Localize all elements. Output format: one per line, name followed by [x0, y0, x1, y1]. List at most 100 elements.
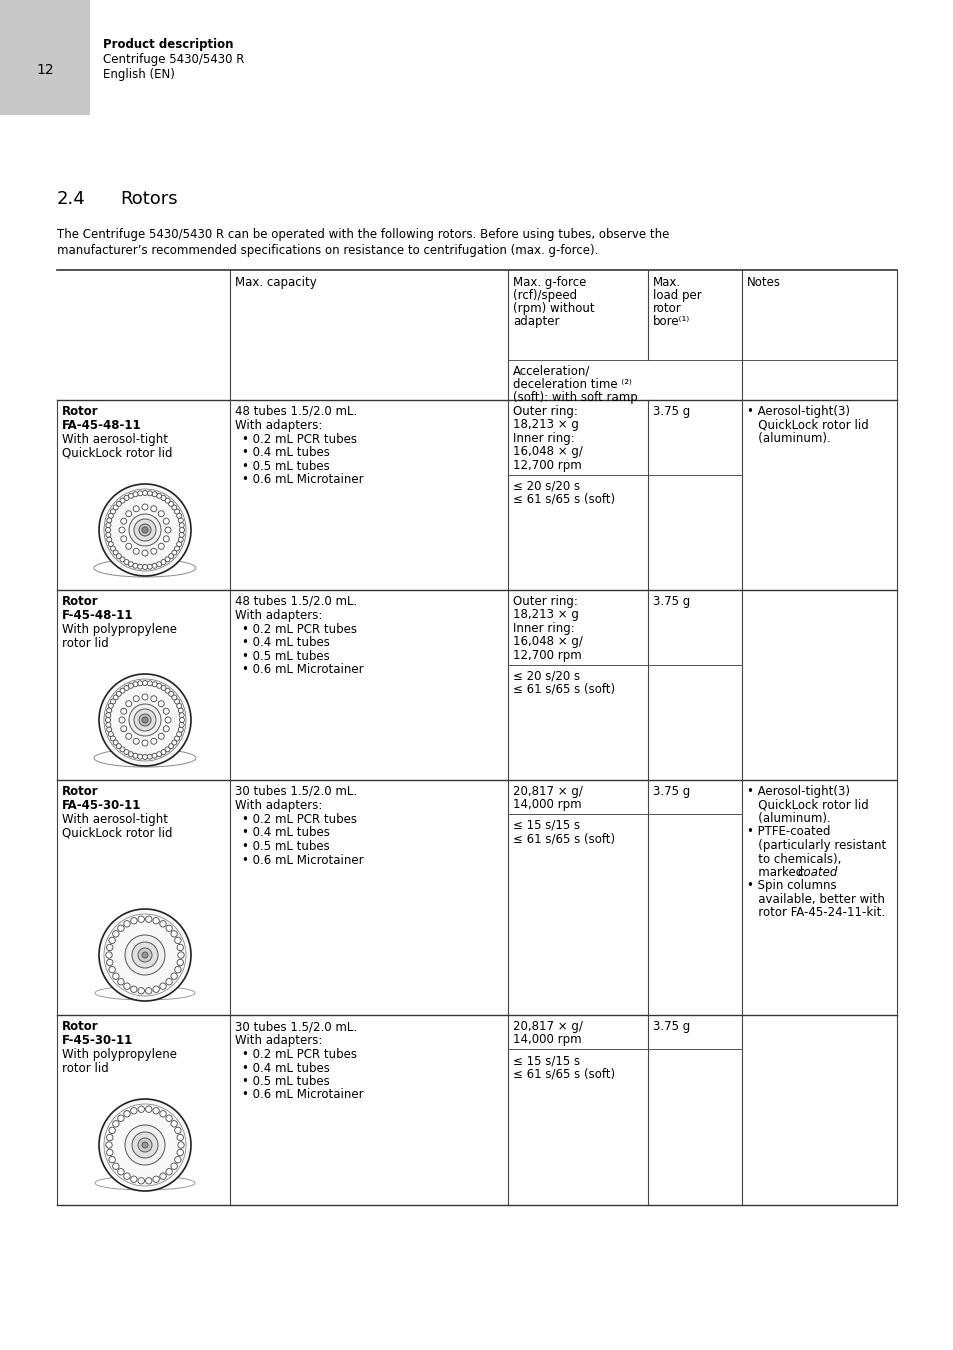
Circle shape	[132, 753, 138, 759]
Circle shape	[146, 1106, 152, 1112]
Circle shape	[132, 682, 138, 687]
Circle shape	[177, 1149, 183, 1156]
Text: 20,817 × g/: 20,817 × g/	[513, 1021, 582, 1033]
Circle shape	[174, 937, 181, 944]
Text: 18,213 × g: 18,213 × g	[513, 418, 578, 432]
Circle shape	[151, 695, 156, 702]
Circle shape	[165, 688, 170, 693]
Circle shape	[158, 701, 164, 707]
Circle shape	[119, 717, 125, 724]
Circle shape	[147, 491, 152, 495]
Circle shape	[107, 728, 112, 732]
Circle shape	[174, 1127, 181, 1134]
Circle shape	[142, 755, 148, 760]
Circle shape	[138, 1106, 144, 1112]
Circle shape	[139, 714, 151, 726]
Circle shape	[171, 930, 177, 937]
Text: • 0.6 mL Microtainer: • 0.6 mL Microtainer	[242, 853, 363, 867]
Circle shape	[169, 744, 173, 749]
Text: Inner ring:: Inner ring:	[513, 622, 574, 634]
Text: ≤ 61 s/65 s (soft): ≤ 61 s/65 s (soft)	[513, 1068, 615, 1080]
Circle shape	[165, 526, 171, 533]
Circle shape	[152, 1176, 159, 1183]
Circle shape	[137, 755, 143, 759]
Circle shape	[138, 1177, 144, 1184]
Circle shape	[163, 726, 169, 732]
Text: 16,048 × g/: 16,048 × g/	[513, 446, 582, 459]
Circle shape	[152, 563, 157, 568]
Text: Notes: Notes	[746, 275, 781, 289]
Circle shape	[142, 504, 148, 510]
Circle shape	[124, 686, 129, 690]
Text: ≤ 61 s/65 s (soft): ≤ 61 s/65 s (soft)	[513, 493, 615, 506]
Text: Rotors: Rotors	[120, 190, 177, 208]
Circle shape	[109, 967, 115, 973]
Text: • 0.6 mL Microtainer: • 0.6 mL Microtainer	[242, 474, 363, 486]
Circle shape	[166, 1115, 172, 1122]
Circle shape	[152, 918, 159, 923]
Text: With aerosol-tight: With aerosol-tight	[62, 433, 168, 446]
Circle shape	[178, 518, 183, 522]
Circle shape	[160, 921, 166, 927]
Text: • 0.4 mL tubes: • 0.4 mL tubes	[242, 447, 330, 459]
Circle shape	[99, 485, 191, 576]
Circle shape	[107, 944, 112, 950]
Circle shape	[152, 1107, 159, 1114]
Circle shape	[161, 495, 166, 501]
Circle shape	[172, 505, 176, 510]
Circle shape	[147, 755, 152, 759]
Circle shape	[179, 722, 184, 728]
Text: QuickLock rotor lid: QuickLock rotor lid	[62, 828, 172, 840]
Text: With adapters:: With adapters:	[234, 1034, 322, 1048]
Text: rotor FA-45-24-11-kit.: rotor FA-45-24-11-kit.	[746, 906, 884, 919]
Text: deceleration time ⁽²⁾: deceleration time ⁽²⁾	[513, 378, 631, 392]
Circle shape	[129, 562, 133, 567]
Text: rotor lid: rotor lid	[62, 637, 109, 649]
Circle shape	[131, 1107, 137, 1114]
Circle shape	[156, 683, 161, 688]
Circle shape	[142, 526, 148, 533]
Circle shape	[179, 713, 184, 718]
Text: ≤ 61 s/65 s (soft): ≤ 61 s/65 s (soft)	[513, 833, 615, 845]
Circle shape	[163, 709, 169, 714]
Circle shape	[124, 921, 130, 927]
Circle shape	[179, 522, 184, 528]
Circle shape	[119, 526, 125, 533]
Circle shape	[129, 514, 161, 545]
Circle shape	[172, 695, 176, 701]
Circle shape	[172, 549, 176, 555]
Text: With adapters:: With adapters:	[234, 609, 322, 622]
Circle shape	[169, 501, 173, 506]
Circle shape	[121, 709, 127, 714]
Text: adapter: adapter	[513, 315, 558, 328]
Circle shape	[138, 988, 144, 994]
Circle shape	[137, 680, 143, 686]
Circle shape	[176, 732, 181, 737]
Circle shape	[121, 518, 127, 524]
Text: Rotor: Rotor	[62, 1021, 98, 1033]
Text: QuickLock rotor lid: QuickLock rotor lid	[746, 418, 868, 432]
Text: Outer ring:: Outer ring:	[513, 595, 578, 608]
Circle shape	[147, 680, 152, 686]
Circle shape	[113, 505, 118, 510]
Text: ≤ 20 s/20 s: ≤ 20 s/20 s	[513, 479, 579, 493]
Text: ≤ 15 s/15 s: ≤ 15 s/15 s	[513, 1054, 579, 1067]
Circle shape	[121, 726, 127, 732]
Text: rotor: rotor	[652, 302, 681, 315]
Circle shape	[176, 541, 181, 547]
Text: (rcf)/speed: (rcf)/speed	[513, 289, 577, 302]
Circle shape	[129, 752, 133, 757]
Text: With polypropylene: With polypropylene	[62, 1048, 177, 1061]
Text: 14,000 rpm: 14,000 rpm	[513, 1034, 581, 1046]
Text: 30 tubes 1.5/2.0 mL.: 30 tubes 1.5/2.0 mL.	[234, 784, 356, 798]
Circle shape	[165, 747, 170, 752]
Circle shape	[126, 733, 132, 740]
Text: • 0.2 mL PCR tubes: • 0.2 mL PCR tubes	[242, 433, 356, 446]
Text: • 0.2 mL PCR tubes: • 0.2 mL PCR tubes	[242, 1048, 356, 1061]
Circle shape	[160, 983, 166, 990]
Text: ≤ 61 s/65 s (soft): ≤ 61 s/65 s (soft)	[513, 683, 615, 697]
Circle shape	[132, 563, 138, 568]
Circle shape	[151, 548, 156, 555]
Circle shape	[147, 564, 152, 570]
Circle shape	[133, 738, 139, 744]
